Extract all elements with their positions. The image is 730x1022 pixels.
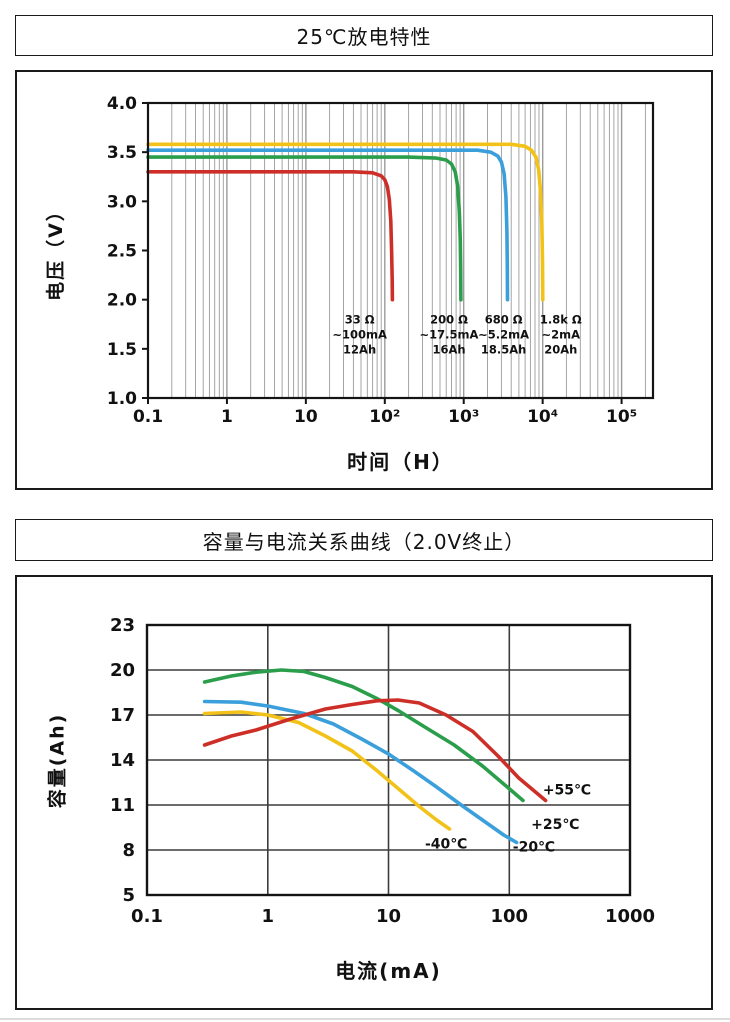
x-tick-label: 10	[376, 906, 401, 927]
annotation-label: +55℃	[543, 783, 591, 799]
grid-lines	[147, 625, 630, 895]
x-tick-label: 10	[294, 407, 318, 427]
annotation-label: ~100mA	[332, 327, 387, 341]
y-tick-label: 14	[110, 750, 135, 771]
axis-ticks: 1.0 1.5 2.0 2.5 3.0 3.5 4.0 0.1 1 10 10² 10³ 10⁴ 10⁵	[107, 94, 637, 427]
x-tick-label: 10⁵	[606, 407, 637, 427]
y-tick-label: 17	[110, 705, 135, 726]
capacity-chart-title: 容量与电流关系曲线（2.0V终止）	[202, 529, 526, 554]
capacity-title-bar: 容量与电流关系曲线（2.0V终止）	[15, 519, 713, 561]
annotation-label: 33 Ω	[345, 312, 375, 326]
discharge-chart-title: 25℃放电特性	[296, 25, 432, 49]
x-tick-label: 1000	[605, 906, 655, 927]
annotation-label: ~2mA	[542, 327, 581, 341]
annotation-label: 20Ah	[544, 342, 577, 356]
discharge-title-bar: 25℃放电特性	[15, 15, 713, 56]
y-tick-label: 3.5	[107, 143, 137, 163]
series-line	[146, 155, 463, 302]
y-tick-label: 8	[122, 840, 135, 861]
y-tick-label: 5	[122, 885, 135, 906]
y-tick-label: 2.0	[107, 291, 137, 311]
series-line	[202, 699, 519, 845]
series-line	[146, 142, 545, 302]
x-tick-label: 10²	[369, 407, 400, 427]
capacity-chart-panel: 5 8 11 14 17 20 23 0.1 1 10 100 1000 +55℃ +25℃ -40℃ -20…	[15, 575, 713, 1010]
annotation-label: -40℃	[425, 837, 467, 853]
annotation-label: 18.5Ah	[481, 342, 526, 356]
series-line	[202, 698, 548, 803]
x-tick-label: 0.1	[133, 407, 163, 427]
annotations: +55℃ +25℃ -40℃ -20℃	[425, 783, 591, 856]
series-line	[146, 148, 510, 302]
y-tick-label: 1.5	[107, 340, 137, 360]
y-tick-label: 1.0	[107, 389, 137, 409]
annotation-label: 16Ah	[432, 342, 465, 356]
discharge-chart-panel: 1.0 1.5 2.0 2.5 3.0 3.5 4.0 0.1 1 10 10² 10³ 10⁴ 10⁵ 3…	[15, 70, 713, 490]
y-tick-label: 11	[110, 795, 135, 816]
series-line	[202, 668, 525, 803]
x-tick-label: 100	[490, 906, 528, 927]
capacity-chart-svg: 5 8 11 14 17 20 23 0.1 1 10 100 1000 +55℃ +25℃ -40℃ -20…	[110, 615, 655, 927]
grid-lines	[171, 103, 646, 398]
annotation-label: ~5.2mA	[478, 327, 529, 341]
annotation-label: ~17.5mA	[420, 327, 479, 341]
annotation-label: 680 Ω	[485, 312, 523, 326]
axis-ticks: 5 8 11 14 17 20 23 0.1 1 10 100 1000	[110, 615, 655, 927]
capacity-x-axis-label: 电流(mA)	[335, 959, 442, 983]
y-tick-label: 4.0	[107, 94, 137, 114]
discharge-chart-svg: 1.0 1.5 2.0 2.5 3.0 3.5 4.0 0.1 1 10 10² 10³ 10⁴ 10⁵ 3…	[107, 94, 655, 427]
x-tick-label: 0.1	[131, 906, 163, 927]
x-tick-label: 1	[221, 407, 233, 427]
annotation-label: -20℃	[513, 840, 555, 856]
annotation-label: 12Ah	[343, 342, 376, 356]
series	[202, 668, 548, 845]
y-tick-label: 20	[110, 660, 135, 681]
x-tick-label: 10⁴	[527, 407, 558, 427]
x-tick-label: 1	[261, 906, 274, 927]
discharge-x-axis-label: 时间（H）	[347, 450, 454, 474]
page-bottom-border	[0, 1018, 730, 1020]
x-tick-label: 10³	[448, 407, 479, 427]
series-line	[202, 710, 452, 831]
annotation-label: 1.8k Ω	[540, 312, 582, 326]
y-tick-label: 23	[110, 615, 135, 636]
series-line	[146, 170, 395, 302]
plot-border	[145, 623, 632, 897]
annotation-label: +25℃	[531, 817, 579, 833]
annotation-label: 200 Ω	[430, 312, 468, 326]
y-tick-label: 3.0	[107, 192, 137, 212]
y-tick-label: 2.5	[107, 242, 137, 262]
series	[146, 142, 545, 302]
